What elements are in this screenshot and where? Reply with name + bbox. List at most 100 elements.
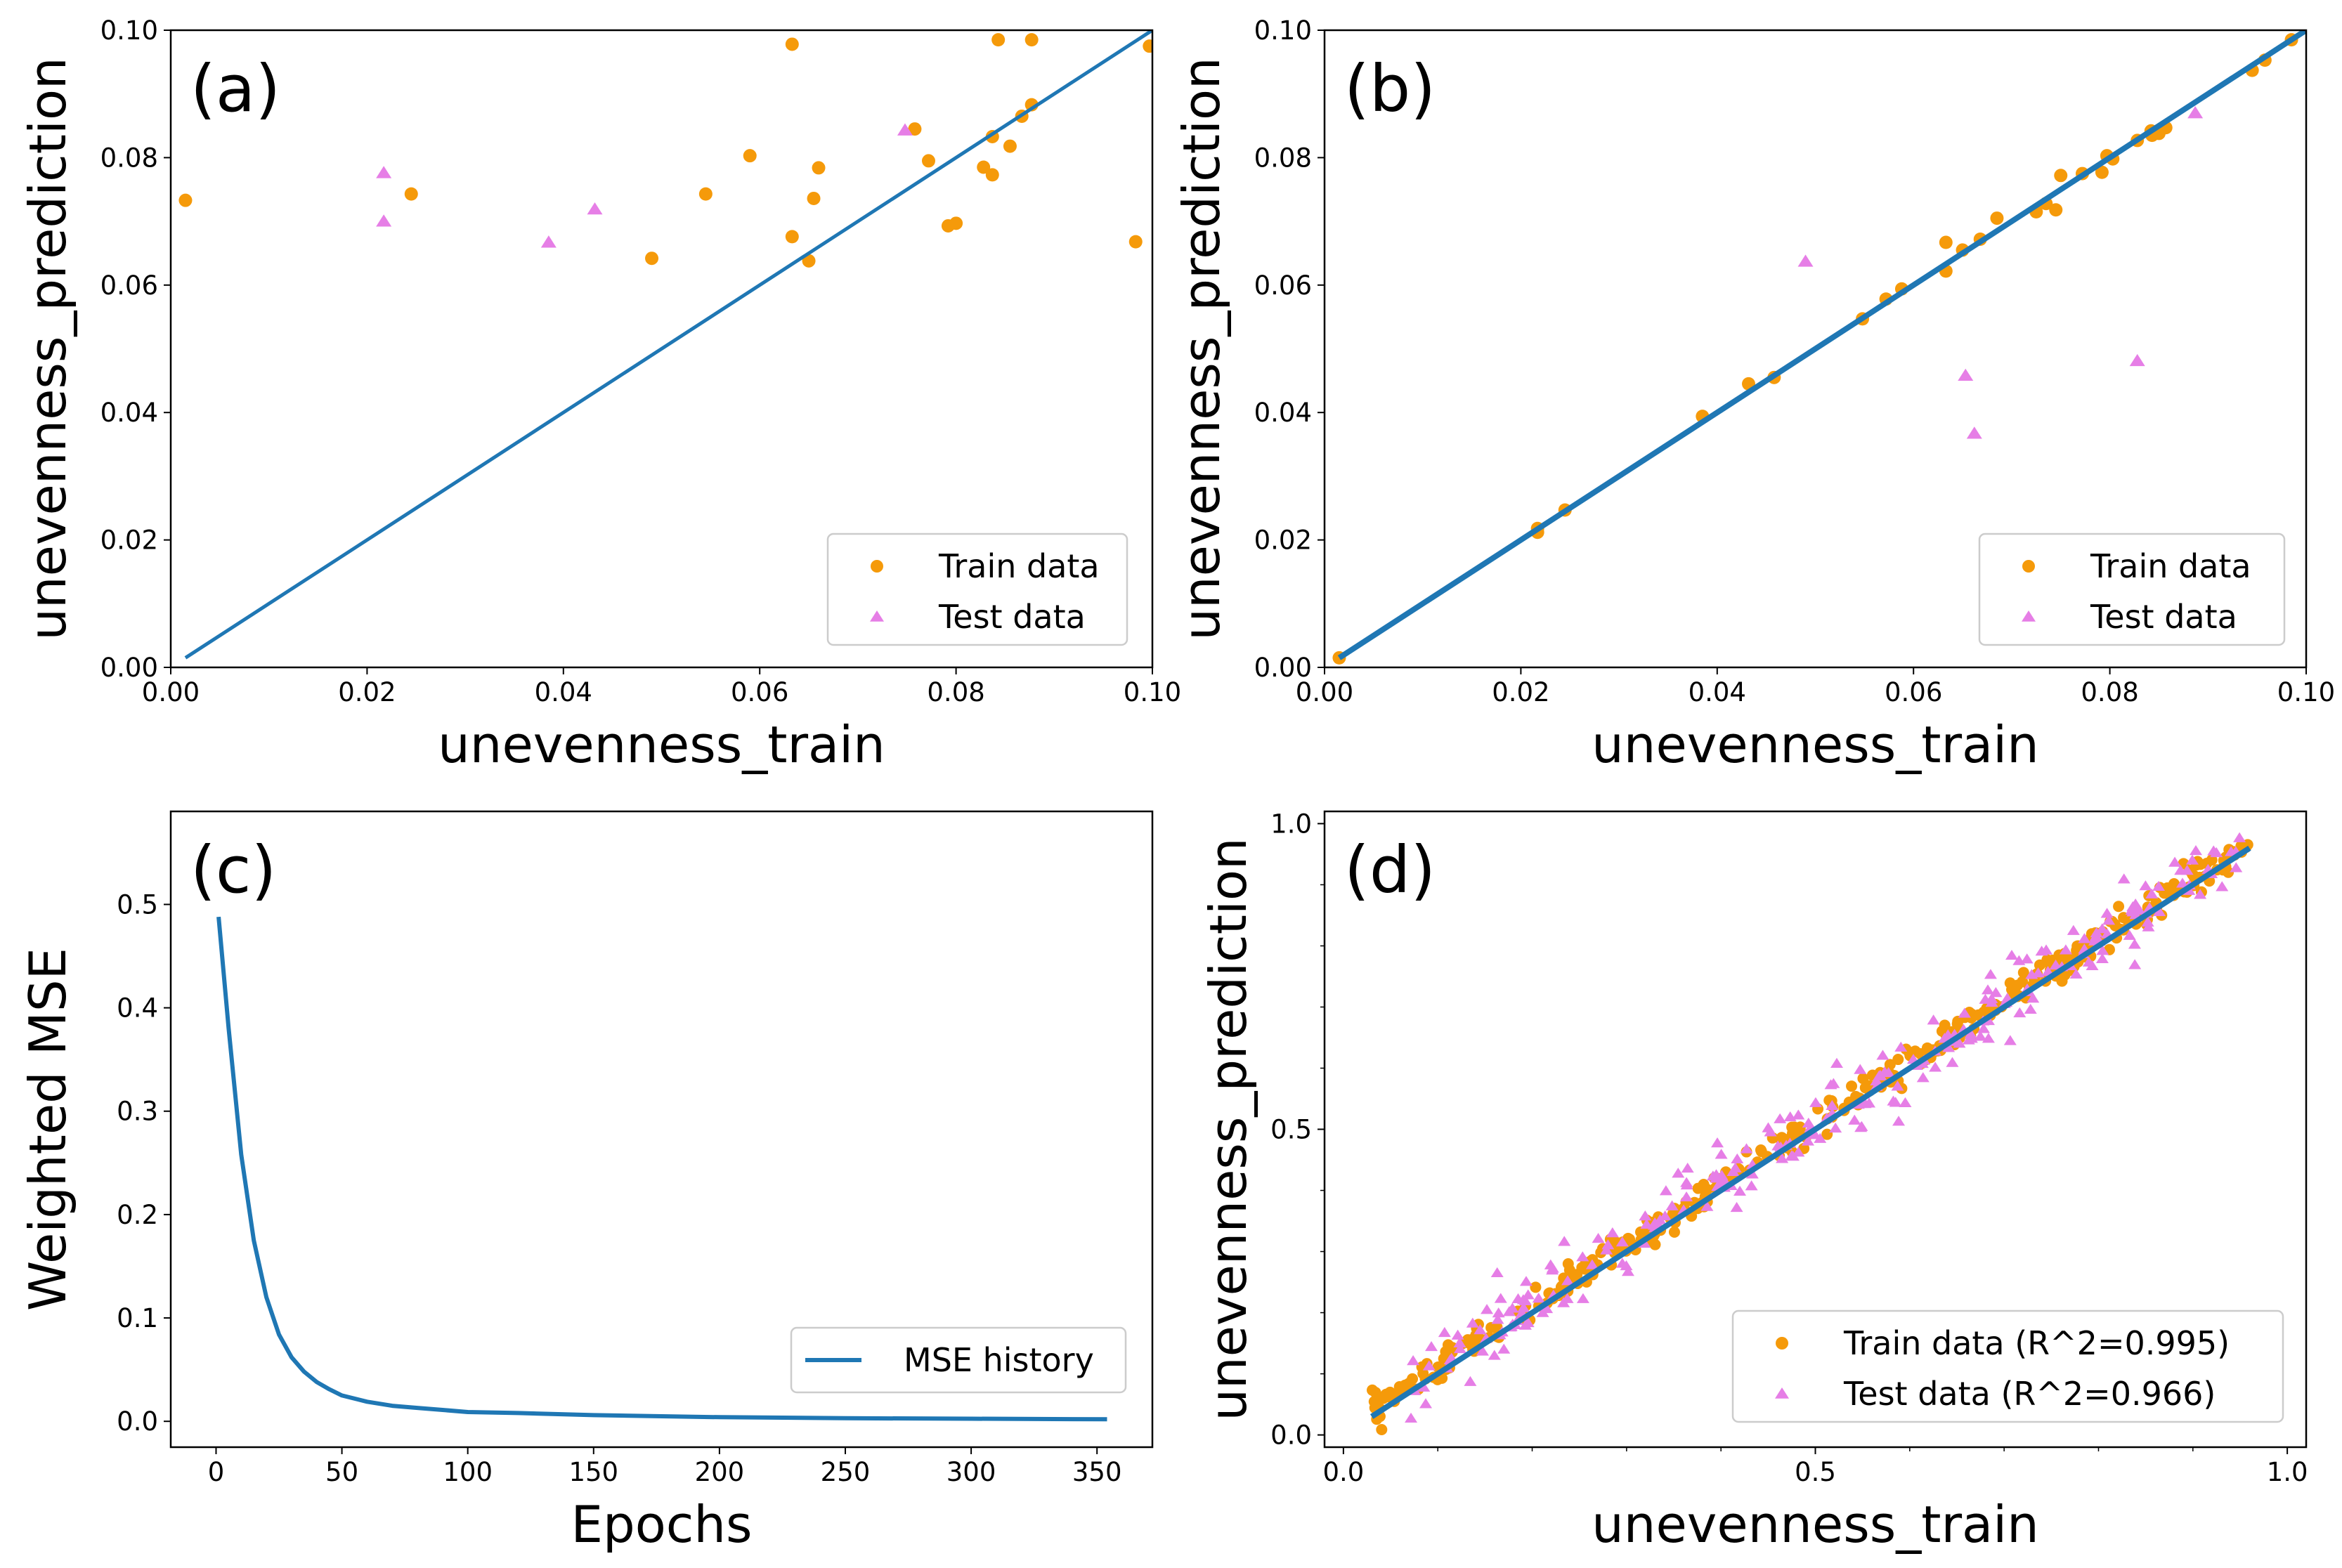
test-point bbox=[1730, 1201, 1743, 1213]
test-point bbox=[1419, 1398, 1433, 1409]
x-tick-label: 250 bbox=[821, 1457, 871, 1487]
test-point bbox=[1894, 1041, 1908, 1052]
test-point bbox=[2185, 854, 2199, 865]
test-point bbox=[1473, 1324, 1487, 1335]
test-point bbox=[2059, 944, 2072, 955]
train-point bbox=[2017, 967, 2029, 979]
x-axis-title: unevenness_train bbox=[438, 715, 885, 774]
test-point bbox=[1665, 1200, 1679, 1210]
train-point bbox=[1939, 235, 1953, 249]
train-point bbox=[949, 216, 963, 230]
x-axis-title: unevenness_train bbox=[1592, 715, 2039, 774]
test-point bbox=[1561, 1275, 1575, 1286]
test-point bbox=[540, 235, 557, 248]
test-point bbox=[1830, 1057, 1843, 1068]
test-point bbox=[1916, 1072, 1930, 1083]
legend-label: Train data bbox=[2090, 547, 2251, 585]
train-point bbox=[1892, 1054, 1904, 1066]
test-point bbox=[2225, 846, 2238, 856]
test-point bbox=[2031, 967, 2045, 978]
test-point bbox=[2003, 1035, 2017, 1045]
x-tick-label: 100 bbox=[443, 1457, 493, 1487]
x-tick-label: 0.0 bbox=[1322, 1457, 1364, 1487]
y-tick-label: 0.00 bbox=[1254, 653, 1312, 683]
test-point bbox=[1648, 1217, 1662, 1228]
train-point bbox=[1909, 1045, 1921, 1057]
train-point bbox=[1380, 1388, 1392, 1400]
test-point bbox=[1706, 1170, 1719, 1181]
train-point bbox=[2004, 977, 2016, 989]
test-point bbox=[1854, 1064, 1867, 1074]
test-point bbox=[1808, 1129, 1821, 1139]
y-tick-label: 0.08 bbox=[1254, 143, 1312, 173]
test-point bbox=[1797, 254, 1814, 267]
x-tick-label: 0.08 bbox=[927, 677, 984, 707]
test-point bbox=[2129, 353, 2145, 367]
train-point bbox=[1024, 33, 1039, 47]
train-point bbox=[1568, 1269, 1580, 1281]
test-point bbox=[1984, 969, 1997, 979]
test-point bbox=[1946, 1057, 1959, 1067]
panel-label: (d) bbox=[1344, 832, 1436, 908]
test-point bbox=[1672, 1168, 1685, 1178]
test-point bbox=[1659, 1185, 1672, 1196]
test-point bbox=[1585, 1259, 1599, 1269]
test-point bbox=[2141, 916, 2154, 927]
train-point bbox=[2049, 203, 2063, 217]
test-point bbox=[1639, 1210, 1652, 1221]
test-point bbox=[1451, 1329, 1464, 1340]
mse-history-line bbox=[216, 916, 1107, 1422]
x-tick-label: 0.08 bbox=[2081, 677, 2138, 707]
y-tick-label: 0.06 bbox=[100, 270, 158, 301]
train-point bbox=[1857, 1073, 1869, 1085]
test-point bbox=[1715, 1149, 1728, 1159]
test-point bbox=[1453, 1342, 1466, 1354]
test-point bbox=[2117, 873, 2130, 884]
train-point bbox=[802, 254, 816, 268]
train-point bbox=[785, 37, 799, 51]
test-point bbox=[1506, 1302, 1519, 1313]
test-point bbox=[1615, 1236, 1629, 1247]
x-tick-label: 0.00 bbox=[1296, 677, 1353, 707]
test-point bbox=[1870, 1075, 1883, 1085]
test-point bbox=[1848, 1114, 1861, 1125]
test-point bbox=[1892, 1116, 1906, 1126]
test-point bbox=[587, 202, 603, 215]
test-point bbox=[1466, 1317, 1479, 1328]
legend-label: Test data bbox=[938, 598, 1086, 636]
test-point bbox=[2024, 1003, 2037, 1014]
train-point bbox=[2206, 854, 2218, 866]
axes-frame bbox=[169, 810, 1154, 1449]
test-point bbox=[2005, 949, 2018, 960]
test-point bbox=[1981, 984, 1994, 995]
test-point bbox=[1740, 1143, 1753, 1154]
test-point bbox=[1958, 1007, 1971, 1018]
x-axis-title: Epochs bbox=[571, 1495, 753, 1554]
train-point bbox=[977, 160, 991, 174]
y-tick-label: 0.06 bbox=[1254, 270, 1312, 301]
train-point bbox=[178, 193, 193, 207]
test-point bbox=[1958, 368, 1974, 381]
x-tick-label: 300 bbox=[946, 1457, 996, 1487]
panel-4: 0.0 0.5 1.0 0.0 0.5 1.0 unevenness_train uneven… bbox=[1199, 809, 2308, 1554]
test-point bbox=[2128, 939, 2141, 949]
test-point bbox=[2194, 889, 2207, 899]
test-point bbox=[1802, 1135, 1815, 1146]
test-point bbox=[1859, 1098, 1872, 1109]
test-point bbox=[376, 166, 392, 178]
legend-test-swatch bbox=[870, 610, 884, 622]
train-point bbox=[2072, 940, 2084, 952]
train-point bbox=[1403, 1378, 1415, 1390]
test-point bbox=[1544, 1259, 1557, 1269]
test-point bbox=[1717, 1173, 1730, 1184]
test-point bbox=[1476, 1345, 1489, 1356]
legend: Train data (R^2=0.995) Test data (R^2=0.9… bbox=[1731, 1309, 2284, 1423]
train-point bbox=[807, 191, 821, 205]
test-point bbox=[1453, 1337, 1466, 1348]
legend-train-swatch bbox=[1776, 1337, 1788, 1350]
test-point bbox=[1497, 1343, 1511, 1354]
train-point bbox=[2095, 165, 2109, 179]
test-point bbox=[1576, 1293, 1589, 1303]
test-point bbox=[1600, 1244, 1613, 1255]
